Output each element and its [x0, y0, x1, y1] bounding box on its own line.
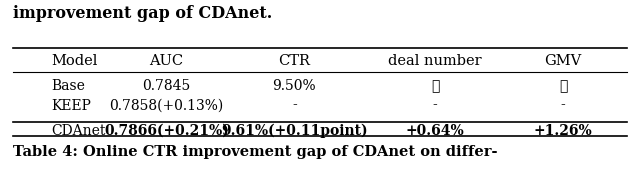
Text: deal number: deal number	[388, 54, 482, 68]
Text: 0.7866(+0.21%): 0.7866(+0.21%)	[104, 124, 229, 138]
Text: AUC: AUC	[149, 54, 184, 68]
Text: 9.50%: 9.50%	[273, 80, 316, 93]
Text: 9.61%(+0.11point): 9.61%(+0.11point)	[221, 123, 368, 138]
Text: CTR: CTR	[278, 54, 310, 68]
Text: -: -	[561, 99, 566, 112]
Text: -: -	[433, 99, 438, 112]
Text: +0.64%: +0.64%	[406, 124, 465, 138]
Text: 0.7858(+0.13%): 0.7858(+0.13%)	[109, 99, 223, 112]
Text: improvement gap of CDAnet.: improvement gap of CDAnet.	[13, 5, 272, 22]
Text: GMV: GMV	[545, 54, 582, 68]
Text: Table 4: Online CTR improvement gap of CDAnet on differ-: Table 4: Online CTR improvement gap of C…	[13, 145, 497, 159]
Text: ★: ★	[559, 80, 568, 93]
Text: +1.26%: +1.26%	[534, 124, 593, 138]
Text: CDAnet: CDAnet	[51, 124, 106, 138]
Text: 0.7845: 0.7845	[142, 80, 191, 93]
Text: Base: Base	[51, 80, 85, 93]
Text: KEEP: KEEP	[51, 99, 91, 112]
Text: ★: ★	[431, 80, 440, 93]
Text: -: -	[292, 99, 297, 112]
Text: Model: Model	[51, 54, 97, 68]
